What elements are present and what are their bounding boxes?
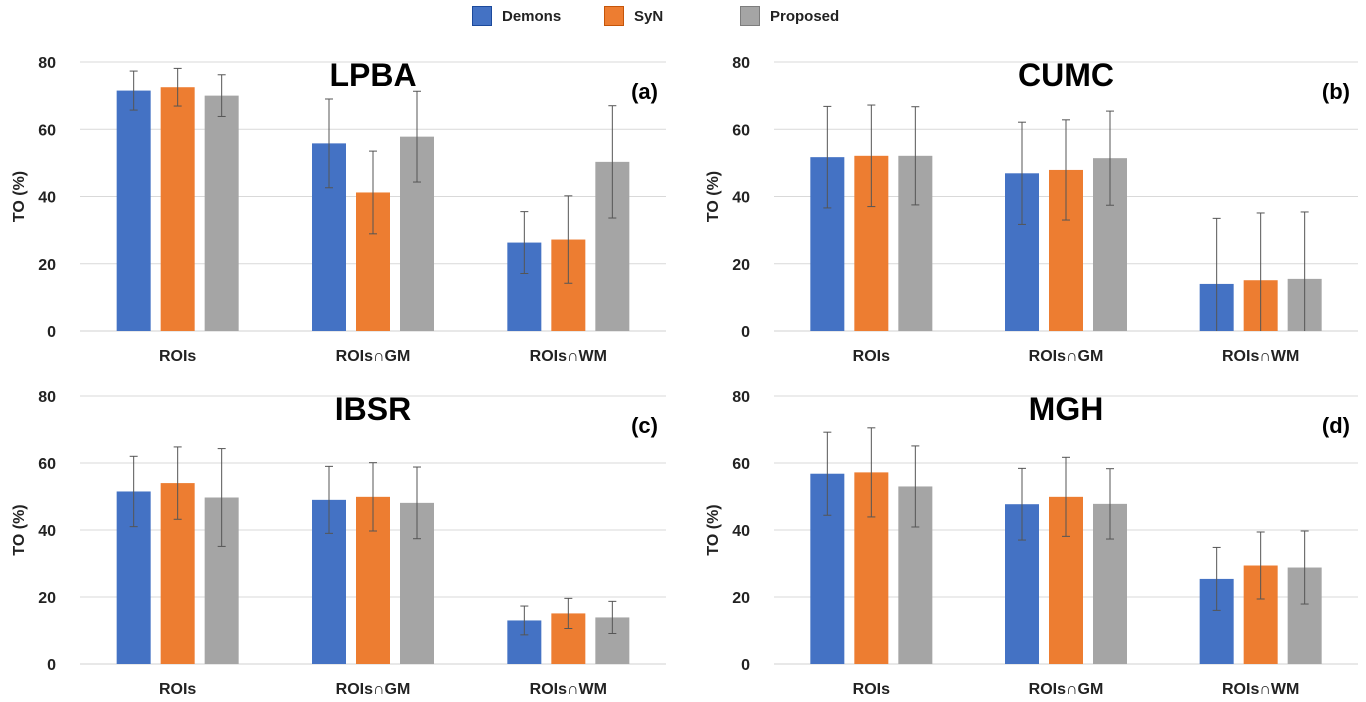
x-category-label: ROIs∩GM xyxy=(336,348,411,365)
panel-label: (b) xyxy=(1322,79,1350,104)
y-tick-label: 0 xyxy=(47,324,56,341)
panel-cumc: 0 20 40 60 80 TO (%) ROIs ROIs∩GM ROIs∩WM CUMC (b) xyxy=(705,55,1358,365)
x-category-label: ROIs∩WM xyxy=(530,348,607,365)
panel-lpba: 0 20 40 60 80 TO (%) ROIs ROIs∩GM ROIs∩WM LPBA (a) xyxy=(11,55,666,365)
y-tick-label: 40 xyxy=(38,523,56,540)
bar-proposed xyxy=(204,95,239,331)
y-tick-label: 80 xyxy=(38,389,56,406)
chart-title: IBSR xyxy=(335,391,411,427)
legend-swatch-proposed xyxy=(740,6,760,26)
legend-swatch-demons xyxy=(472,6,492,26)
legend-item-syn: SyN xyxy=(604,6,740,26)
bar-syn xyxy=(160,87,195,331)
x-category-label: ROIs xyxy=(853,681,890,698)
legend-label-proposed: Proposed xyxy=(770,7,840,25)
panel-label: (d) xyxy=(1322,413,1350,438)
y-tick-label: 80 xyxy=(732,55,750,72)
x-category-label: ROIs xyxy=(853,348,890,365)
panel-mgh: 0 20 40 60 80 TO (%) ROIs ROIs∩GM ROIs∩WM MGH (d) xyxy=(705,389,1358,698)
y-tick-label: 60 xyxy=(38,122,56,139)
panel-label: (c) xyxy=(631,413,658,438)
legend: Demons SyN Proposed xyxy=(472,6,839,26)
y-tick-label: 40 xyxy=(38,190,56,207)
bar-demons xyxy=(116,90,151,331)
y-tick-label: 0 xyxy=(741,657,750,674)
y-axis-label: TO (%) xyxy=(705,504,722,555)
y-tick-label: 0 xyxy=(47,657,56,674)
y-axis-label: TO (%) xyxy=(705,171,722,222)
x-category-label: ROIs∩GM xyxy=(336,681,411,698)
y-tick-label: 20 xyxy=(732,590,750,607)
y-tick-label: 20 xyxy=(38,590,56,607)
y-tick-label: 60 xyxy=(732,122,750,139)
legend-swatch-syn xyxy=(604,6,624,26)
x-category-label: ROIs∩GM xyxy=(1029,348,1104,365)
y-tick-label: 20 xyxy=(38,257,56,274)
y-tick-label: 80 xyxy=(732,389,750,406)
legend-item-demons: Demons xyxy=(472,6,604,26)
panel-label: (a) xyxy=(631,79,658,104)
y-tick-label: 60 xyxy=(732,456,750,473)
y-tick-label: 40 xyxy=(732,190,750,207)
y-tick-label: 0 xyxy=(741,324,750,341)
legend-label-syn: SyN xyxy=(634,7,664,25)
chart-title: MGH xyxy=(1029,391,1104,427)
legend-item-proposed: Proposed xyxy=(740,6,839,26)
x-category-label: ROIs∩GM xyxy=(1029,681,1104,698)
chart-title: CUMC xyxy=(1018,57,1114,93)
x-category-label: ROIs xyxy=(159,348,196,365)
y-tick-label: 80 xyxy=(38,55,56,72)
chart-title: LPBA xyxy=(329,57,416,93)
legend-label-demons: Demons xyxy=(502,7,562,25)
x-category-label: ROIs∩WM xyxy=(530,681,607,698)
x-category-label: ROIs∩WM xyxy=(1222,681,1299,698)
y-tick-label: 40 xyxy=(732,523,750,540)
x-category-label: ROIs∩WM xyxy=(1222,348,1299,365)
y-axis-label: TO (%) xyxy=(11,504,28,555)
y-axis-label: TO (%) xyxy=(11,171,28,222)
y-tick-label: 20 xyxy=(732,257,750,274)
y-tick-label: 60 xyxy=(38,456,56,473)
panel-ibsr: 0 20 40 60 80 TO (%) ROIs ROIs∩GM ROIs∩WM IBSR (c) xyxy=(11,389,666,698)
x-category-label: ROIs xyxy=(159,681,196,698)
